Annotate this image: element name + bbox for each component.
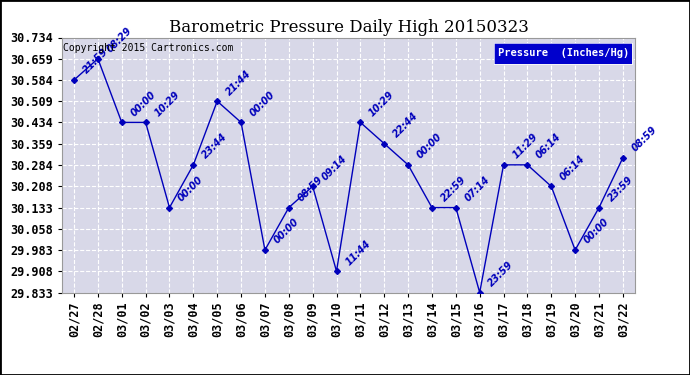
Text: 00:00: 00:00 (272, 217, 301, 246)
Text: 09:14: 09:14 (319, 153, 348, 182)
Text: 00:00: 00:00 (177, 174, 206, 203)
Text: 22:44: 22:44 (391, 111, 420, 140)
Text: 06:14: 06:14 (534, 132, 563, 161)
Text: 23:44: 23:44 (200, 132, 229, 161)
Text: 11:44: 11:44 (344, 238, 373, 267)
Text: 10:29: 10:29 (152, 89, 181, 118)
Text: 00:00: 00:00 (129, 89, 157, 118)
Text: 21:44: 21:44 (224, 68, 253, 97)
Text: 00:00: 00:00 (415, 132, 444, 161)
Title: Barometric Pressure Daily High 20150323: Barometric Pressure Daily High 20150323 (168, 19, 529, 36)
Text: 08:59: 08:59 (630, 125, 659, 154)
Text: 06:14: 06:14 (558, 153, 587, 182)
Text: Copyright 2015 Cartronics.com: Copyright 2015 Cartronics.com (63, 43, 234, 52)
Text: 22:59: 22:59 (439, 174, 468, 203)
Text: 00:00: 00:00 (582, 217, 611, 246)
Text: 10:29: 10:29 (367, 89, 396, 118)
Text: 11:29: 11:29 (511, 132, 540, 161)
Text: 08:29: 08:29 (105, 26, 134, 54)
Text: 08:59: 08:59 (296, 174, 324, 203)
Text: 23:59: 23:59 (486, 260, 515, 288)
Text: 00:00: 00:00 (248, 89, 277, 118)
Text: 23:59: 23:59 (606, 174, 635, 203)
Text: 21:59: 21:59 (81, 47, 110, 76)
Text: 07:14: 07:14 (463, 174, 492, 203)
